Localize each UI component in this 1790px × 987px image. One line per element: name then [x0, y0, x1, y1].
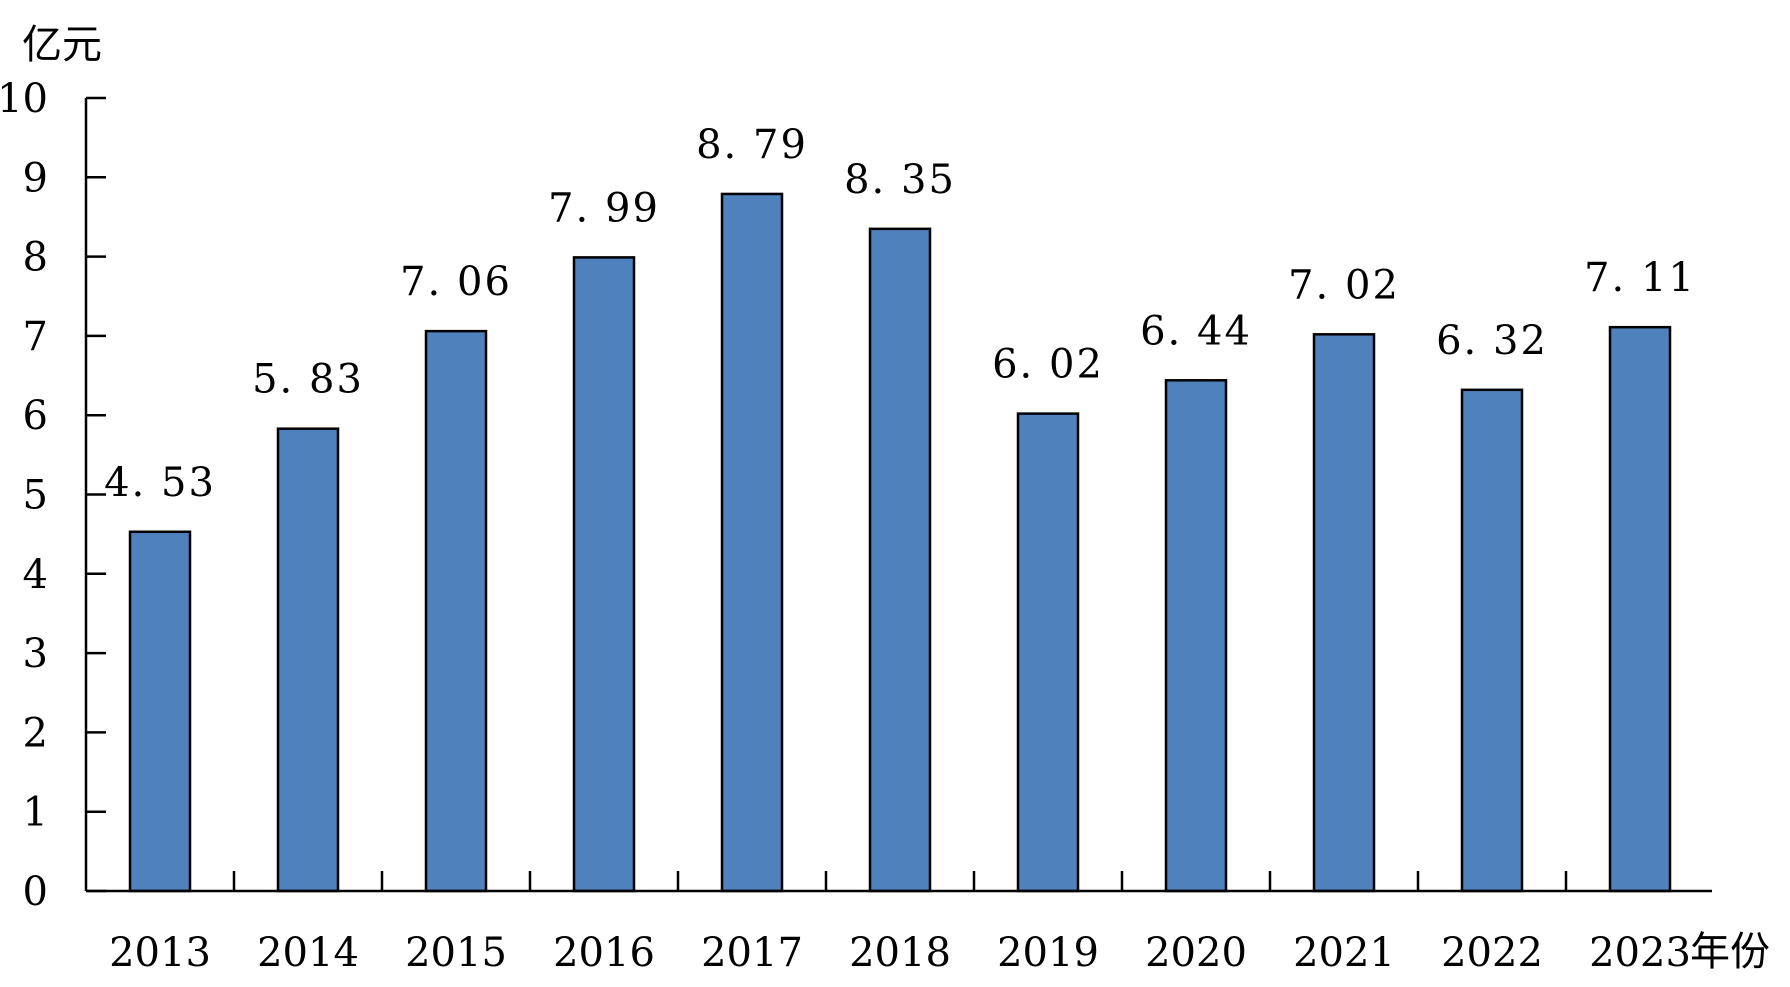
bar-2021 — [1312, 333, 1376, 893]
bar-2016 — [572, 256, 636, 893]
x-tick-label-2015: 2015 — [405, 930, 507, 976]
bar-2020 — [1164, 379, 1228, 893]
y-tick-label-2: 2 — [23, 710, 48, 756]
x-tick-label-2014: 2014 — [257, 930, 359, 976]
y-axis-unit-label: 亿元 — [22, 22, 102, 68]
y-tick-label-4: 4 — [23, 552, 48, 598]
x-tick-label-2019: 2019 — [997, 930, 1099, 976]
bar-2017 — [720, 192, 784, 893]
y-tick-label-3: 3 — [23, 631, 48, 677]
y-tick-label-1: 1 — [23, 790, 48, 836]
data-label-2014: 5. 83 — [252, 357, 364, 403]
y-axis-ticks: 0 1 2 3 4 5 6 7 8 9 10 — [0, 76, 106, 915]
y-tick-label-10: 10 — [0, 76, 48, 122]
data-label-2020: 6. 44 — [1140, 308, 1252, 354]
data-label-2022: 6. 32 — [1436, 318, 1548, 364]
x-axis-ticks: 2013 2014 2015 2016 2017 2018 2019 2020 2021 2022… — [109, 871, 1691, 976]
y-tick-label-7: 7 — [23, 314, 48, 360]
bar-2019 — [1016, 412, 1080, 893]
bar-2015 — [424, 329, 488, 893]
data-label-2019: 6. 02 — [992, 342, 1104, 388]
y-tick-label-6: 6 — [23, 393, 48, 439]
x-tick-label-2020: 2020 — [1145, 930, 1247, 976]
data-label-2013: 4. 53 — [104, 460, 216, 506]
bar-2022 — [1460, 388, 1524, 893]
x-tick-label-2022: 2022 — [1441, 930, 1543, 976]
y-tick-label-0: 0 — [23, 869, 48, 915]
x-tick-label-2018: 2018 — [849, 930, 951, 976]
y-tick-label-8: 8 — [23, 235, 48, 281]
data-label-2021: 7. 02 — [1288, 262, 1400, 308]
x-tick-label-2023: 2023 — [1589, 930, 1691, 976]
bar-2018 — [868, 227, 932, 893]
data-label-2016: 7. 99 — [548, 185, 660, 231]
y-tick-label-9: 9 — [23, 155, 48, 201]
data-label-2015: 7. 06 — [400, 259, 512, 305]
x-tick-label-2021: 2021 — [1293, 930, 1395, 976]
x-tick-label-2013: 2013 — [109, 930, 211, 976]
data-label-2018: 8. 35 — [844, 157, 956, 203]
bars — [128, 192, 1672, 893]
x-axis-unit-label: 年份 — [1690, 929, 1770, 975]
data-labels: 4. 53 5. 83 7. 06 7. 99 8. 79 8. 35 6. 02 6. 44… — [104, 122, 1696, 506]
x-tick-label-2017: 2017 — [701, 930, 803, 976]
bar-2023 — [1608, 325, 1672, 893]
bar-2013 — [128, 530, 192, 893]
y-tick-label-5: 5 — [23, 473, 48, 519]
data-label-2017: 8. 79 — [696, 122, 808, 168]
x-tick-label-2016: 2016 — [553, 930, 655, 976]
bar-2014 — [276, 427, 340, 893]
data-label-2023: 7. 11 — [1584, 255, 1696, 301]
